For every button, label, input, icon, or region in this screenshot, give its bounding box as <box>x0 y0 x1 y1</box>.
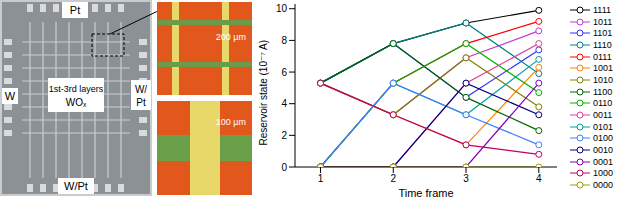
svg-text:W/: W/ <box>135 84 147 95</box>
html-text:1010: 1010 <box>593 75 613 85</box>
svg-text:2: 2 <box>281 130 287 141</box>
svg-text:2: 2 <box>390 173 396 184</box>
html-text:1011: 1011 <box>593 16 613 27</box>
html-text:0000: 0000 <box>593 180 613 191</box>
html-text:0100: 0100 <box>593 133 613 144</box>
html-text:1110: 1110 <box>593 39 612 50</box>
svg-text:Time frame: Time frame <box>398 187 453 197</box>
svg-text:4: 4 <box>281 98 287 109</box>
svg-text:200 µm: 200 µm <box>216 32 246 42</box>
html-text:0001: 0001 <box>593 156 613 167</box>
html-text:0101: 0101 <box>593 121 613 132</box>
svg-text:WOₓ: WOₓ <box>66 97 87 108</box>
html-text:0011: 0011 <box>593 110 613 120</box>
html-text:1111: 1111 <box>593 4 611 15</box>
svg-text:10: 10 <box>276 3 288 14</box>
svg-text:W/Pt: W/Pt <box>64 180 88 192</box>
svg-text:Reservoir state (10⁻⁷ A): Reservoir state (10⁻⁷ A) <box>258 40 269 146</box>
svg-text:0: 0 <box>281 162 287 173</box>
html-text:0010: 0010 <box>593 145 613 156</box>
svg-text:8: 8 <box>281 35 287 46</box>
svg-text:Pt: Pt <box>70 4 80 16</box>
svg-text:Pt: Pt <box>136 97 146 108</box>
svg-text:6: 6 <box>281 67 287 78</box>
html-text:1000: 1000 <box>593 168 613 179</box>
svg-text:1: 1 <box>318 173 324 184</box>
svg-text:100 µm: 100 µm <box>216 117 246 127</box>
html-text:0110: 0110 <box>593 98 613 109</box>
svg-text:W: W <box>8 90 16 102</box>
html-text:1001: 1001 <box>593 63 613 74</box>
svg-text:3: 3 <box>463 173 469 184</box>
html-text:0111: 0111 <box>593 51 612 62</box>
html-text:1100: 1100 <box>593 86 613 97</box>
svg-text:4: 4 <box>536 173 542 184</box>
svg-text:1st-3rd layers: 1st-3rd layers <box>49 84 104 94</box>
html-text:1101: 1101 <box>593 28 613 39</box>
